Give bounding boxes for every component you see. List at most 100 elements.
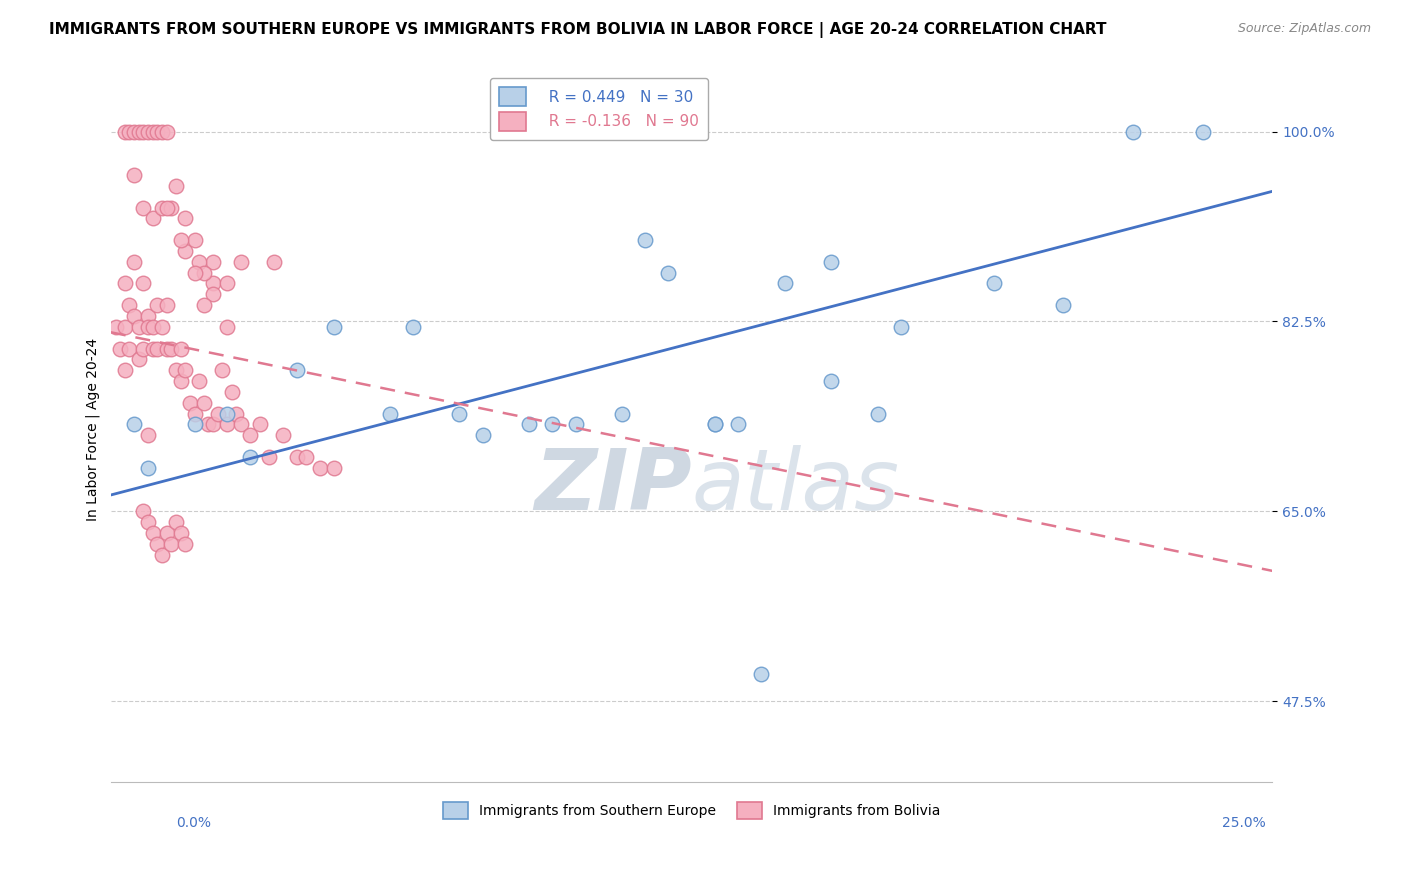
Point [142, 319, 165, 334]
Point [169, 342, 191, 356]
Point [160, 201, 183, 215]
Point [114, 125, 136, 139]
Point [634, 233, 657, 247]
Point [136, 125, 159, 139]
Point [285, 363, 308, 377]
Point [146, 537, 169, 551]
Point [215, 277, 238, 291]
Point [188, 374, 211, 388]
Point [122, 254, 145, 268]
Point [122, 125, 145, 139]
Point [169, 525, 191, 540]
Point [132, 125, 155, 139]
Point [128, 319, 150, 334]
Legend: Immigrants from Southern Europe, Immigrants from Bolivia: Immigrants from Southern Europe, Immigra… [437, 797, 946, 825]
Point [239, 450, 262, 464]
Point [132, 277, 155, 291]
Point [610, 407, 633, 421]
Point [132, 504, 155, 518]
Point [207, 407, 229, 421]
Point [142, 125, 165, 139]
Point [183, 233, 205, 247]
Point [215, 319, 238, 334]
Point [156, 298, 179, 312]
Point [271, 428, 294, 442]
Point [820, 374, 842, 388]
Point [114, 319, 136, 334]
Point [1052, 298, 1074, 312]
Text: atlas: atlas [692, 445, 900, 528]
Point [657, 266, 679, 280]
Point [751, 666, 773, 681]
Point [202, 417, 225, 432]
Point [165, 178, 187, 193]
Point [564, 417, 586, 432]
Point [703, 417, 725, 432]
Point [142, 211, 165, 226]
Point [156, 201, 179, 215]
Point [197, 417, 219, 432]
Point [229, 254, 252, 268]
Point [211, 363, 233, 377]
Point [150, 201, 173, 215]
Point [165, 363, 187, 377]
Point [703, 417, 725, 432]
Point [156, 525, 179, 540]
Point [174, 363, 197, 377]
Point [146, 342, 169, 356]
Point [249, 417, 271, 432]
Point [118, 298, 141, 312]
Point [104, 319, 127, 334]
Point [114, 277, 136, 291]
Point [295, 450, 318, 464]
Point [183, 417, 205, 432]
Point [128, 352, 150, 367]
Point [160, 537, 183, 551]
Point [136, 309, 159, 323]
Point [1122, 125, 1144, 139]
Point [285, 450, 308, 464]
Point [866, 407, 889, 421]
Point [169, 233, 191, 247]
Y-axis label: In Labor Force | Age 20-24: In Labor Force | Age 20-24 [86, 338, 100, 522]
Point [146, 298, 169, 312]
Point [174, 211, 197, 226]
Point [215, 407, 238, 421]
Point [136, 460, 159, 475]
Point [309, 460, 332, 475]
Point [156, 125, 179, 139]
Point [773, 277, 796, 291]
Point [727, 417, 749, 432]
Point [1191, 125, 1213, 139]
Point [402, 319, 425, 334]
Point [820, 254, 842, 268]
Point [128, 125, 150, 139]
Point [202, 277, 225, 291]
Text: IMMIGRANTS FROM SOUTHERN EUROPE VS IMMIGRANTS FROM BOLIVIA IN LABOR FORCE | AGE : IMMIGRANTS FROM SOUTHERN EUROPE VS IMMIG… [49, 22, 1107, 38]
Point [169, 374, 191, 388]
Point [322, 460, 344, 475]
Point [150, 548, 173, 562]
Point [122, 168, 145, 182]
Text: Source: ZipAtlas.com: Source: ZipAtlas.com [1237, 22, 1371, 36]
Point [136, 319, 159, 334]
Point [193, 396, 215, 410]
Point [193, 298, 215, 312]
Point [114, 363, 136, 377]
Point [449, 407, 471, 421]
Point [122, 417, 145, 432]
Point [150, 125, 173, 139]
Point [150, 319, 173, 334]
Point [239, 428, 262, 442]
Point [221, 384, 243, 399]
Point [142, 525, 165, 540]
Point [118, 342, 141, 356]
Point [136, 428, 159, 442]
Point [160, 342, 183, 356]
Point [183, 407, 205, 421]
Point [257, 450, 280, 464]
Point [541, 417, 564, 432]
Point [183, 266, 205, 280]
Point [174, 537, 197, 551]
Point [517, 417, 540, 432]
